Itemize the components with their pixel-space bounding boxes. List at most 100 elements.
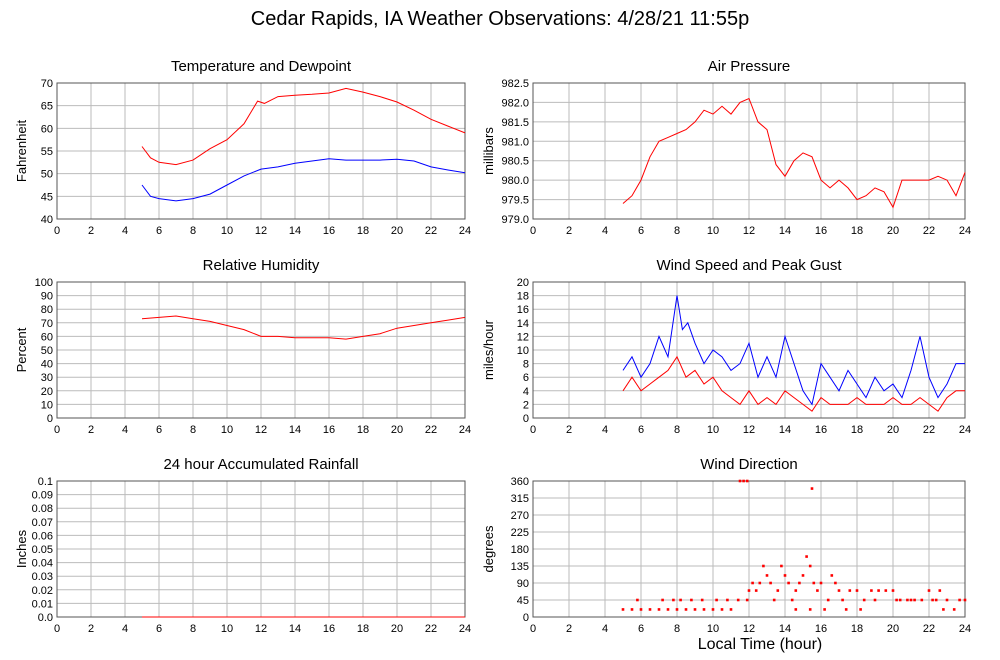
wind-direction-point	[958, 598, 961, 602]
y-tick-label: 100	[35, 277, 53, 289]
wind-direction-point	[877, 589, 880, 592]
x-tick-label: 18	[357, 623, 369, 635]
x-tick-label: 12	[743, 623, 755, 635]
x-tick-label: 18	[357, 225, 369, 237]
wind-direction-point	[720, 608, 724, 611]
y-axis-label: millibars	[481, 127, 496, 175]
wind-direction-point	[844, 608, 848, 611]
wind-direction-point	[837, 589, 841, 592]
y-tick-label: 981.5	[501, 117, 529, 129]
wind-direction-point	[819, 581, 823, 585]
chart-title: 24 hour Accumulated Rainfall	[163, 456, 358, 473]
x-tick-label: 16	[815, 424, 827, 436]
x-tick-label: 6	[156, 623, 162, 635]
y-axis-label: Fahrenheit	[14, 120, 29, 183]
wind-direction-point	[765, 574, 769, 577]
x-tick-label: 22	[923, 424, 935, 436]
x-tick-label: 16	[323, 424, 335, 436]
x-tick-label: 18	[357, 424, 369, 436]
x-tick-label: 14	[289, 424, 301, 436]
y-tick-label: 360	[511, 476, 529, 488]
wind-direction-point	[661, 598, 664, 602]
x-tick-label: 6	[156, 225, 162, 237]
plot-frame	[532, 281, 966, 419]
x-tick-label: 20	[887, 623, 899, 635]
x-tick-label: 24	[459, 424, 471, 436]
y-tick-label: 0.08	[32, 503, 53, 515]
y-tick-label: 60	[41, 123, 53, 135]
wind-direction-point	[736, 598, 740, 602]
x-tick-label: 24	[459, 623, 471, 635]
x-tick-label: 12	[743, 424, 755, 436]
wind-direction-point	[891, 589, 895, 592]
x-tick-label: 24	[459, 225, 471, 237]
wind-direction-point	[909, 598, 913, 602]
wind-direction-point	[855, 589, 859, 592]
x-tick-label: 18	[851, 623, 863, 635]
chart-title: Relative Humidity	[203, 257, 320, 274]
wind-direction-point	[621, 608, 625, 611]
wind-direction-point	[657, 608, 661, 611]
wind-direction-point	[830, 574, 834, 577]
x-tick-label: 12	[255, 225, 267, 237]
wind-direction-point	[848, 589, 852, 592]
x-tick-label: 4	[602, 225, 608, 237]
y-tick-label: 45	[41, 191, 53, 203]
y-tick-label: 4	[523, 386, 529, 398]
x-tick-label: 0	[54, 424, 60, 436]
x-tick-label: 24	[959, 225, 971, 237]
x-tick-label: 16	[815, 623, 827, 635]
x-tick-label: 6	[156, 424, 162, 436]
x-tick-label: 2	[566, 225, 572, 237]
wind-direction-point	[672, 598, 675, 602]
x-tick-label: 14	[779, 225, 791, 237]
y-tick-label: 980.5	[501, 156, 529, 168]
y-tick-label: 50	[41, 169, 53, 181]
wind-direction-point	[812, 581, 816, 585]
wind-direction-point	[931, 598, 934, 602]
wind-direction-point	[808, 608, 812, 611]
wind-direction-point	[862, 598, 866, 602]
wind-direction-point	[826, 598, 830, 602]
y-tick-label: 40	[41, 359, 53, 371]
wind-direction-point	[920, 598, 924, 602]
plot-frame	[56, 281, 466, 419]
y-tick-label: 20	[41, 386, 53, 398]
x-tick-label: 12	[743, 225, 755, 237]
y-tick-label: 0	[523, 413, 529, 425]
y-tick-label: 0.1	[38, 476, 53, 488]
wind-direction-point	[648, 608, 652, 611]
series-line	[141, 158, 466, 202]
y-tick-label: 30	[41, 372, 53, 384]
wind-direction-point	[769, 581, 772, 585]
y-tick-label: 180	[511, 544, 529, 556]
y-tick-label: 981.0	[501, 136, 529, 148]
x-tick-label: 8	[674, 424, 680, 436]
wind-direction-point	[927, 589, 931, 592]
wind-direction-point	[754, 589, 758, 592]
wind-direction-point	[794, 589, 798, 592]
x-tick-label: 20	[391, 225, 403, 237]
wind-direction-point	[684, 608, 688, 611]
x-tick-label: 14	[289, 623, 301, 635]
y-tick-label: 979.5	[501, 195, 529, 207]
x-tick-label: 20	[887, 424, 899, 436]
y-tick-label: 0.0	[38, 612, 53, 624]
page-title: Cedar Rapids, IA Weather Observations: 4…	[250, 8, 750, 30]
wind-direction-point	[776, 589, 780, 592]
y-tick-label: 0.05	[32, 544, 53, 556]
chart-title: Air Pressure	[708, 58, 791, 75]
y-axis-label: Inches	[14, 529, 29, 568]
wind-direction-point	[816, 589, 819, 592]
wind-direction-point	[639, 608, 643, 611]
wind-direction-point	[783, 574, 787, 577]
x-tick-label: 6	[638, 424, 644, 436]
y-tick-label: 0	[523, 612, 529, 624]
wind-direction-point	[859, 608, 862, 611]
x-tick-label: 16	[323, 225, 335, 237]
y-tick-label: 315	[511, 493, 529, 505]
wind-direction-point	[738, 479, 742, 483]
y-tick-label: 6	[523, 372, 529, 384]
